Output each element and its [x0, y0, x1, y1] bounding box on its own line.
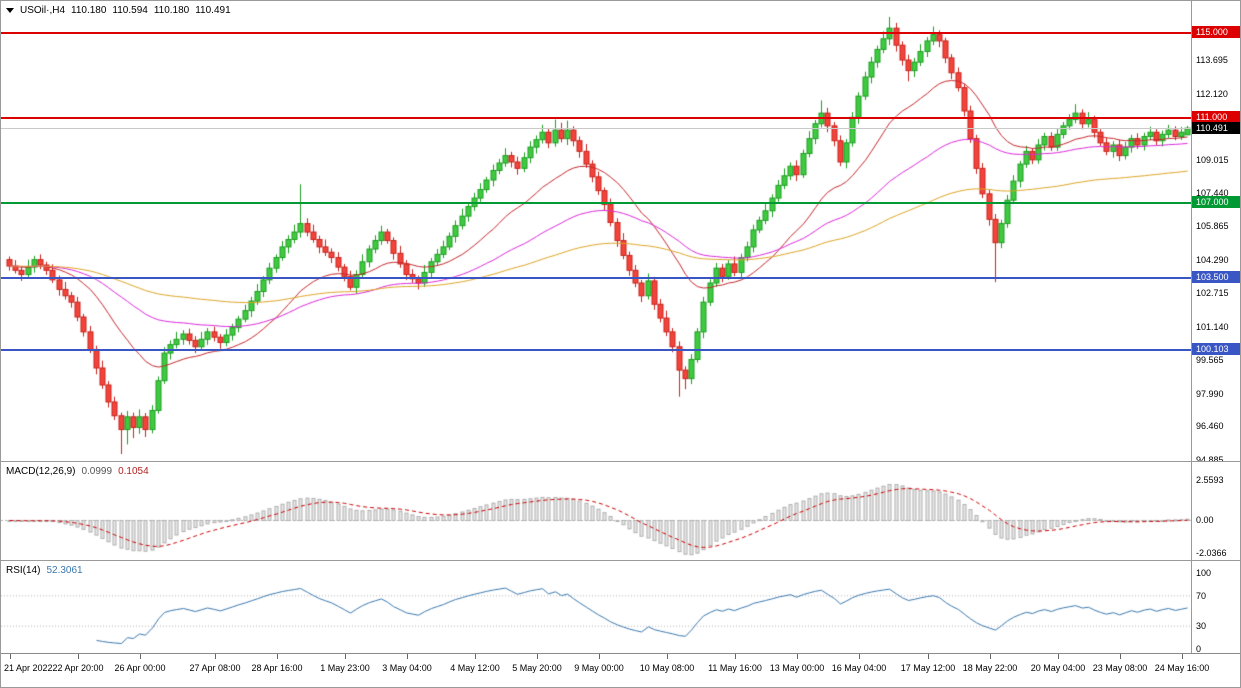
current-price-tag: 110.491 [1192, 122, 1240, 134]
time-axis-label: 21 Apr 2022 [4, 663, 53, 673]
time-axis-tick [667, 654, 668, 659]
price-tick-label: 102.715 [1196, 288, 1229, 298]
time-axis-tick [859, 654, 860, 659]
hline-103.500[interactable] [1, 277, 1191, 279]
price-line-tag-107.000[interactable]: 107.000 [1192, 196, 1240, 208]
price-line-tag-115.000[interactable]: 115.000 [1192, 26, 1240, 38]
macd-tick-label: 2.5593 [1196, 475, 1224, 485]
time-axis-tick [407, 654, 408, 659]
macd-value-signal: 0.1054 [118, 466, 149, 477]
rsi-panel: RSI(14) 52.3061 100 70 30 0 [1, 560, 1240, 653]
price-chart-panel: USOil·,H4 110.180 110.594 110.180 110.49… [1, 1, 1240, 461]
time-axis-label: 22 Apr 20:00 [52, 663, 104, 673]
macd-label: MACD(12,26,9) 0.0999 0.1054 [6, 466, 149, 477]
macd-panel: MACD(12,26,9) 0.0999 0.1054 2.5593 0.00 -2… [1, 461, 1240, 560]
hline-107.000[interactable] [1, 202, 1191, 204]
symbol-period-label: USOil·,H4 [20, 5, 66, 16]
price-line-tag-111.000[interactable]: 111.000 [1192, 111, 1240, 123]
time-axis-label: 28 Apr 16:00 [251, 663, 303, 673]
time-axis-tick [10, 654, 11, 659]
price-tick-label: 99.565 [1196, 355, 1224, 365]
ohlc-low: 110.180 [153, 5, 190, 16]
price-tick-label: 101.140 [1196, 322, 1229, 332]
collapse-triangle-icon[interactable] [6, 8, 14, 13]
rsi-tick-label: 70 [1196, 591, 1207, 601]
rsi-tick-label: 30 [1196, 621, 1207, 631]
time-scale[interactable]: 21 Apr 2022 22 Apr 20:00 26 Apr 00:00 27 Ap… [1, 653, 1240, 687]
price-tick-label: 104.290 [1196, 255, 1229, 265]
price-tick-label: 113.695 [1196, 55, 1228, 65]
price-tick-label: 109.015 [1196, 155, 1229, 165]
price-scale[interactable]: 113.695 112.120 109.015 107.440 105.865 104.2… [1191, 1, 1240, 461]
macd-name: MACD(12,26,9) [6, 466, 76, 477]
price-tick-label: 96.460 [1196, 421, 1224, 431]
time-axis-tick [1182, 654, 1183, 659]
time-axis-label: 26 Apr 00:00 [114, 663, 166, 673]
rsi-label: RSI(14) 52.3061 [6, 565, 83, 576]
macd-tick-label: 0.00 [1196, 515, 1214, 525]
time-axis-label: 3 May 04:00 [382, 663, 432, 673]
rsi-name: RSI(14) [6, 565, 41, 576]
time-axis-tick [990, 654, 991, 659]
rsi-tick-label: 0 [1196, 644, 1202, 653]
time-axis-tick [345, 654, 346, 659]
ohlc-high: 110.594 [112, 5, 148, 16]
time-axis-tick [735, 654, 736, 659]
time-axis-label: 13 May 00:00 [769, 663, 825, 673]
price-tick-label: 94.885 [1196, 455, 1224, 461]
ohlc-close: 110.491 [195, 5, 231, 16]
time-axis-label: 24 May 16:00 [1154, 663, 1210, 673]
time-axis-label: 9 May 00:00 [574, 663, 624, 673]
ohlc-open: 110.180 [71, 5, 107, 16]
macd-canvas[interactable] [1, 462, 1191, 560]
time-axis-label: 4 May 12:00 [450, 663, 500, 673]
time-axis-label: 17 May 12:00 [900, 663, 956, 673]
price-line-tag-100.103[interactable]: 100.103 [1192, 343, 1240, 355]
time-axis-tick [1058, 654, 1059, 659]
time-axis-label: 16 May 04:00 [831, 663, 887, 673]
time-axis-label: 18 May 22:00 [962, 663, 1018, 673]
time-axis-label: 5 May 20:00 [512, 663, 562, 673]
rsi-tick-label: 100 [1196, 568, 1212, 578]
time-axis-tick [215, 654, 216, 659]
chart-title: USOil·,H4 110.180 110.594 110.180 110.49… [6, 5, 231, 16]
price-chart-canvas[interactable] [1, 1, 1191, 461]
time-axis-tick [1120, 654, 1121, 659]
time-axis-tick [599, 654, 600, 659]
time-axis-tick [928, 654, 929, 659]
price-tick-label: 107.440 [1196, 188, 1229, 198]
time-axis-tick [537, 654, 538, 659]
hline-115.000[interactable] [1, 32, 1191, 34]
time-axis-label: 10 May 08:00 [639, 663, 695, 673]
rsi-scale[interactable]: 100 70 30 0 [1191, 561, 1240, 653]
rsi-value: 52.3061 [46, 565, 83, 576]
time-axis-tick [277, 654, 278, 659]
hline-111.000[interactable] [1, 117, 1191, 119]
time-axis-label: 27 Apr 08:00 [189, 663, 241, 673]
time-axis-tick [78, 654, 79, 659]
price-line-tag-103.500[interactable]: 103.500 [1192, 271, 1240, 283]
macd-tick-label: -2.0366 [1196, 548, 1227, 558]
price-tick-label: 112.120 [1196, 89, 1228, 99]
time-axis-tick [475, 654, 476, 659]
time-axis-label: 23 May 08:00 [1092, 663, 1148, 673]
time-axis-label: 11 May 16:00 [708, 663, 762, 673]
time-axis-label: 20 May 04:00 [1030, 663, 1086, 673]
macd-value-main: 0.0999 [81, 466, 113, 477]
price-tick-label: 97.990 [1196, 389, 1224, 399]
time-axis-label: 1 May 23:00 [320, 663, 370, 673]
current-price-line [1, 128, 1191, 129]
hline-100.103[interactable] [1, 349, 1191, 351]
price-tick-label: 105.865 [1196, 221, 1229, 231]
rsi-canvas[interactable] [1, 561, 1191, 653]
macd-scale[interactable]: 2.5593 0.00 -2.0366 [1191, 462, 1240, 560]
time-axis-tick [140, 654, 141, 659]
time-axis-tick [797, 654, 798, 659]
